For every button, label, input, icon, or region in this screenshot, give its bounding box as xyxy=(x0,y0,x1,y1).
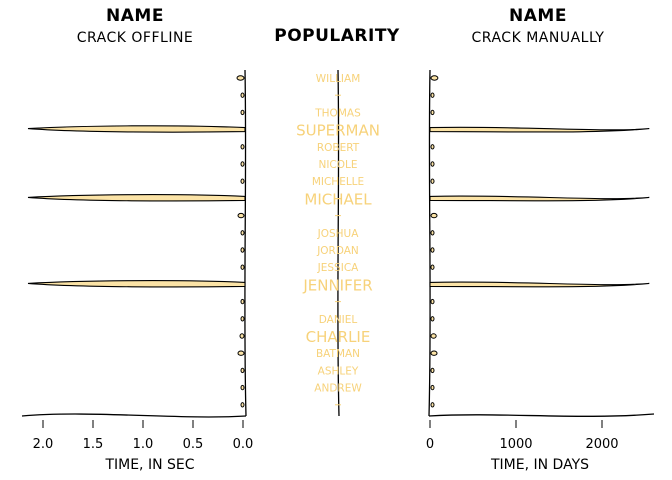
left-x-tick-label: 0.0 xyxy=(233,437,254,452)
left-bar xyxy=(240,402,245,408)
popular-name-label: JENNIFER xyxy=(302,276,372,294)
right-bar xyxy=(430,161,435,167)
right-bar xyxy=(430,212,438,219)
center-axis-line xyxy=(337,69,340,417)
right-bar xyxy=(430,298,435,305)
right-bar xyxy=(430,367,435,374)
left-bar xyxy=(240,264,245,270)
right-y-axis-line xyxy=(428,69,431,417)
left-y-axis-line xyxy=(244,69,247,417)
right-x-axis-label: TIME, IN DAYS xyxy=(490,457,590,473)
left-bar xyxy=(240,316,245,322)
left-bar xyxy=(240,144,245,150)
left-bar xyxy=(236,75,245,81)
name-label: BATMAN xyxy=(316,348,360,360)
name-label: JORDAN xyxy=(316,245,359,257)
left-x-axis-line xyxy=(21,413,247,418)
left-bar xyxy=(240,109,245,116)
left-bar xyxy=(240,367,245,374)
right-bar xyxy=(430,92,435,98)
left-bar xyxy=(237,212,245,219)
name-label: JESSICA xyxy=(317,262,359,274)
name-label: ANDREW xyxy=(314,383,362,395)
right-bar xyxy=(430,144,435,150)
right-bar xyxy=(429,281,650,288)
left-bar xyxy=(237,350,245,356)
left-x-axis-label: TIME, IN SEC xyxy=(105,457,195,473)
right-x-tick-label: 1000 xyxy=(499,437,532,452)
left-bar xyxy=(240,247,245,253)
right-bar xyxy=(430,75,439,81)
right-bar xyxy=(430,264,435,270)
name-label: ASHLEY xyxy=(318,365,359,377)
right-bar xyxy=(430,109,435,116)
right-bar xyxy=(430,350,438,356)
left-x-tick-label: 0.5 xyxy=(183,437,204,452)
right-title: NAME xyxy=(509,6,567,26)
left-bar xyxy=(239,333,245,339)
left-x-tick-label: 2.0 xyxy=(33,437,54,452)
right-x-axis-line xyxy=(428,413,655,417)
name-label: JOSHUA xyxy=(317,228,360,240)
right-bar xyxy=(429,126,650,133)
left-bar xyxy=(27,125,246,133)
right-bar xyxy=(430,384,435,391)
center-title: POPULARITY xyxy=(274,26,400,46)
left-subtitle: CRACK OFFLINE xyxy=(76,30,194,46)
left-bar xyxy=(240,298,245,305)
left-bar xyxy=(240,92,245,98)
right-bar xyxy=(430,402,435,408)
right-bar xyxy=(429,195,650,202)
name-label: NICOLE xyxy=(318,159,357,171)
left-bar xyxy=(240,161,245,167)
name-label: THOMAS xyxy=(314,107,361,119)
right-x-tick-label: 0 xyxy=(426,437,434,452)
name-label: ROBERT xyxy=(317,142,360,154)
left-title: NAME xyxy=(106,6,164,26)
left-bar xyxy=(240,384,245,391)
right-bar xyxy=(430,316,435,322)
left-bar xyxy=(240,230,245,236)
left-x-tick-label: 1.0 xyxy=(133,437,154,452)
name-label: DANIEL xyxy=(319,314,358,326)
right-subtitle: CRACK MANUALLY xyxy=(471,30,605,46)
popular-name-label: CHARLIE xyxy=(306,328,371,346)
left-x-tick-label: 1.5 xyxy=(83,437,104,452)
popular-name-label: MICHAEL xyxy=(304,190,372,208)
right-x-tick-label: 2000 xyxy=(585,437,618,452)
right-bar xyxy=(430,333,437,339)
name-label: MICHELLE xyxy=(312,176,364,188)
left-bar xyxy=(27,280,246,288)
right-bar xyxy=(430,178,435,184)
left-bar xyxy=(240,178,245,184)
left-bar xyxy=(27,194,246,202)
right-bar xyxy=(430,230,435,236)
right-bar xyxy=(430,247,435,253)
name-label: WILLIAM xyxy=(316,73,361,85)
popular-name-label: SUPERMAN xyxy=(296,122,380,140)
